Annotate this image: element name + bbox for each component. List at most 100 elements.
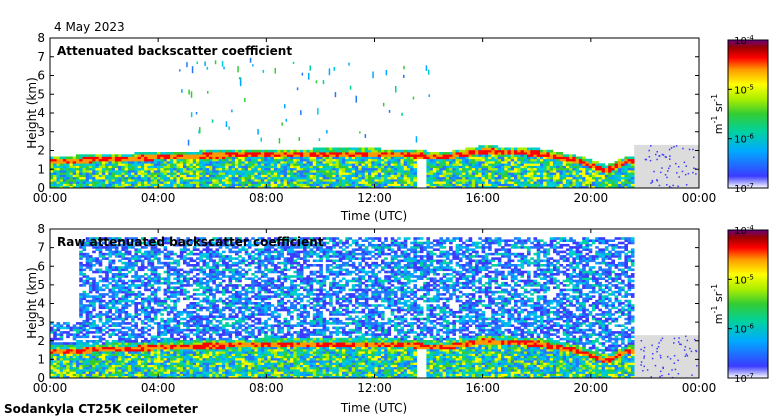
- heatmap-cell: [257, 179, 262, 182]
- heatmap-cell: [381, 179, 385, 182]
- heatmap-cell: [445, 165, 450, 169]
- heatmap-cell: [179, 340, 184, 343]
- heatmap-cell: [309, 154, 314, 157]
- heatmap-cell: [247, 174, 252, 178]
- heatmap-cell: [235, 165, 239, 169]
- heatmap-cell: [134, 293, 138, 296]
- heatmap-cell: [82, 326, 87, 330]
- heatmap-cell: [355, 149, 359, 153]
- heatmap-cell: [140, 331, 145, 334]
- heatmap-cell: [59, 355, 64, 359]
- heatmap-cell: [157, 362, 161, 365]
- heatmap-cell: [134, 165, 138, 169]
- heatmap-cell: [95, 181, 99, 184]
- heatmap-cell: [121, 275, 125, 278]
- heatmap-cell: [108, 174, 112, 178]
- heatmap-cell: [192, 161, 197, 164]
- heatmap-cell: [458, 176, 463, 180]
- heatmap-cell: [471, 176, 476, 180]
- heatmap-cell: [150, 340, 155, 343]
- heatmap-cell: [214, 60, 217, 65]
- heatmap-cell: [53, 158, 57, 162]
- heatmap-cell: [523, 163, 528, 166]
- heatmap-cell: [189, 154, 194, 157]
- heatmap-cell: [384, 161, 388, 164]
- heatmap-cell: [114, 333, 119, 336]
- heatmap-cell: [92, 335, 96, 339]
- heatmap-cell: [591, 170, 596, 173]
- heatmap-cell: [186, 319, 190, 323]
- heatmap-cell: [196, 366, 200, 370]
- heatmap-cell: [290, 172, 294, 175]
- heatmap-cell: [186, 373, 190, 377]
- heatmap-cell: [374, 154, 379, 157]
- heatmap-cell: [429, 174, 434, 178]
- heatmap-cell: [163, 360, 168, 363]
- heatmap-cell: [523, 170, 528, 173]
- heatmap-cell: [66, 362, 70, 365]
- heatmap-cell: [546, 185, 551, 188]
- heatmap-cell: [394, 174, 398, 178]
- heatmap-cell: [222, 170, 226, 173]
- heatmap-cell: [299, 161, 304, 164]
- heatmap-cell: [202, 167, 207, 171]
- heatmap-cell: [406, 172, 411, 175]
- heatmap-cell: [105, 375, 109, 378]
- heatmap-cell: [179, 273, 184, 276]
- heatmap-cell: [688, 148, 691, 151]
- heatmap-cell: [189, 152, 194, 155]
- heatmap-cell: [231, 183, 236, 187]
- heatmap-cell: [462, 158, 466, 162]
- heatmap-cell: [170, 308, 174, 312]
- heatmap-cell: [153, 266, 158, 269]
- heatmap-cell: [108, 259, 112, 263]
- heatmap-cell: [186, 284, 190, 287]
- heatmap-cell: [160, 158, 164, 162]
- heatmap-cell: [299, 185, 304, 188]
- heatmap-cell: [283, 149, 288, 153]
- heatmap-cell: [189, 264, 194, 267]
- heatmap-cell: [595, 174, 599, 178]
- heatmap-cell: [277, 149, 281, 153]
- heatmap-cell: [403, 161, 408, 164]
- heatmap-cell: [66, 353, 70, 356]
- heatmap-cell: [131, 281, 135, 285]
- heatmap-cell: [377, 181, 382, 184]
- heatmap-cell: [179, 364, 184, 368]
- heatmap-cell: [488, 147, 492, 151]
- heatmap-cell: [465, 149, 469, 153]
- heatmap-cell: [88, 241, 93, 245]
- heatmap-cell: [95, 257, 99, 260]
- heatmap-cell: [111, 344, 116, 348]
- heatmap-cell: [332, 172, 336, 175]
- heatmap-cell: [121, 317, 125, 321]
- heatmap-cell: [595, 161, 599, 164]
- heatmap-cell: [76, 156, 80, 160]
- heatmap-cell: [543, 179, 547, 182]
- heatmap-cell: [150, 342, 155, 345]
- heatmap-cell: [134, 239, 138, 242]
- heatmap-cell: [124, 243, 129, 247]
- heatmap-cell: [140, 275, 145, 278]
- heatmap-cell: [153, 273, 158, 276]
- heatmap-cell: [166, 313, 171, 316]
- heatmap-cell: [192, 288, 197, 292]
- heatmap-cell: [98, 158, 103, 162]
- heatmap-cell: [137, 250, 142, 254]
- heatmap-cell: [114, 317, 119, 321]
- heatmap-cell: [368, 181, 372, 184]
- heatmap-cell: [183, 371, 187, 374]
- heatmap-cell: [183, 322, 187, 325]
- heatmap-cell: [186, 333, 190, 336]
- heatmap-cell: [82, 246, 87, 249]
- heatmap-cell: [56, 337, 61, 341]
- heatmap-cell: [179, 317, 184, 321]
- heatmap-cell: [312, 167, 317, 171]
- heatmap-cell: [439, 176, 443, 180]
- heatmap-cell: [85, 328, 90, 332]
- heatmap-cell: [59, 335, 64, 339]
- heatmap-cell: [150, 306, 155, 310]
- heatmap-cell: [624, 161, 628, 164]
- heatmap-cell: [131, 348, 135, 352]
- heatmap-cell: [296, 87, 299, 91]
